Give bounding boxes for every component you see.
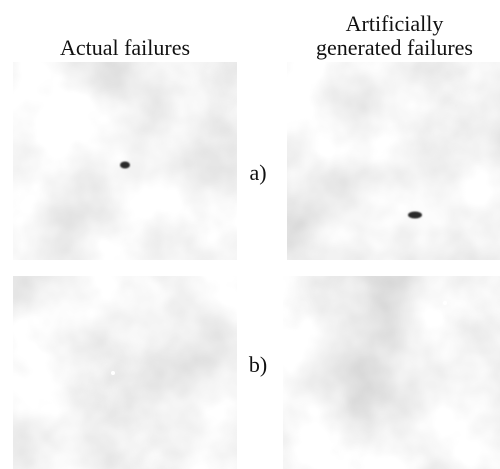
row-label: a): [249, 160, 267, 185]
column-header: Artificially generated failures: [292, 12, 497, 60]
image-a-actual: [13, 62, 237, 260]
header-line: Actual failures: [59, 35, 191, 60]
header-line: generated failures: [316, 35, 473, 60]
column-header: Actual failures: [35, 36, 215, 60]
image-b-generated: [283, 276, 500, 469]
header-line: Artificially: [345, 11, 444, 36]
image-a-generated: [287, 62, 500, 260]
image-b-actual: [13, 276, 237, 469]
row-label: b): [248, 352, 268, 377]
